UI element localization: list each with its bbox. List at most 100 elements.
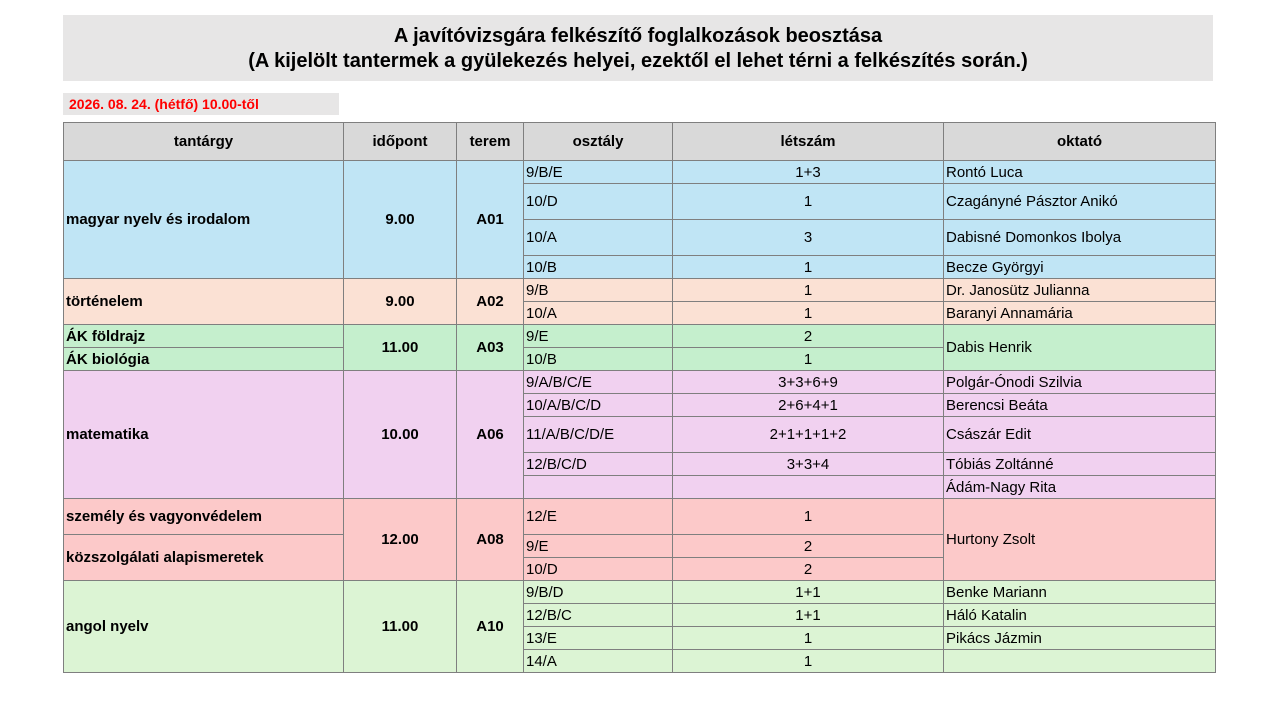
subject-cell: ÁK biológia bbox=[63, 347, 344, 371]
schedule-table: tantárgy időpont terem osztály létszám o… bbox=[63, 122, 1216, 673]
count-cell: 1 bbox=[672, 255, 944, 279]
teacher-cell: Pikács Jázmin bbox=[943, 626, 1216, 650]
count-cell: 1 bbox=[672, 649, 944, 673]
count-cell: 1+1 bbox=[672, 580, 944, 604]
room-cell: A02 bbox=[456, 278, 524, 325]
teacher-cell: Ádám-Nagy Rita bbox=[943, 475, 1216, 499]
table-row: 10/A 1 Baranyi Annamária bbox=[64, 301, 1216, 325]
table-row: 11/A/B/C/D/E 2+1+1+1+2 Császár Edit bbox=[64, 416, 1216, 453]
table-row: 14/A 1 bbox=[64, 649, 1216, 673]
class-cell: 10/A/B/C/D bbox=[523, 393, 673, 417]
count-cell: 2 bbox=[672, 557, 944, 581]
subject-cell: személy és vagyonvédelem bbox=[63, 498, 344, 535]
room-cell: A10 bbox=[456, 580, 524, 673]
header-row: tantárgy időpont terem osztály létszám o… bbox=[63, 122, 1216, 161]
subject-cell: közszolgálati alapismeretek bbox=[63, 534, 344, 581]
class-cell bbox=[523, 475, 673, 499]
table-row: magyar nyelv és irodalom 9.00 A01 9/B/E … bbox=[63, 160, 1216, 279]
count-cell: 1+3 bbox=[672, 160, 944, 184]
class-cell: 13/E bbox=[523, 626, 673, 650]
teacher-cell: Háló Katalin bbox=[943, 603, 1216, 627]
class-cell: 10/B bbox=[523, 347, 673, 371]
time-cell: 9.00 bbox=[343, 278, 457, 325]
subject-cell: ÁK földrajz bbox=[63, 324, 344, 348]
count-cell: 1+1 bbox=[672, 603, 944, 627]
count-cell: 1 bbox=[672, 278, 944, 302]
subject-cell: angol nyelv bbox=[63, 580, 344, 673]
teacher-cell: Dr. Janosütz Julianna bbox=[943, 278, 1216, 302]
count-cell bbox=[672, 475, 944, 499]
teacher-cell: Dabisné Domonkos Ibolya bbox=[943, 219, 1216, 256]
table-row: 12/B/C/D 3+3+4 Tóbiás Zoltánné bbox=[64, 452, 1216, 476]
count-cell: 2 bbox=[672, 324, 944, 348]
teacher-cell: Baranyi Annamária bbox=[943, 301, 1216, 325]
table-row: 10/A/B/C/D 2+6+4+1 Berencsi Beáta bbox=[64, 393, 1216, 417]
count-cell: 3+3+6+9 bbox=[672, 370, 944, 394]
time-cell: 9.00 bbox=[343, 160, 457, 279]
count-cell: 2 bbox=[672, 534, 944, 558]
title-line-2: (A kijelölt tantermek a gyülekezés helye… bbox=[248, 50, 1028, 72]
class-cell: 12/E bbox=[523, 498, 673, 535]
class-cell: 9/E bbox=[523, 324, 673, 348]
count-cell: 1 bbox=[672, 498, 944, 535]
teacher-cell: Becze Györgyi bbox=[943, 255, 1216, 279]
class-cell: 14/A bbox=[523, 649, 673, 673]
document-title: A javítóvizsgára felkészítő foglalkozáso… bbox=[63, 15, 1213, 81]
room-cell: A03 bbox=[456, 324, 524, 371]
table-row: Ádám-Nagy Rita bbox=[64, 475, 1216, 499]
time-cell: 10.00 bbox=[343, 370, 457, 499]
header-count: létszám bbox=[672, 122, 944, 161]
time-cell: 11.00 bbox=[343, 324, 457, 371]
table-row: ÁK földrajz 11.00 A03 9/E 2 Dabis Henrik bbox=[63, 324, 1216, 371]
teacher-cell: Berencsi Beáta bbox=[943, 393, 1216, 417]
class-cell: 10/B bbox=[523, 255, 673, 279]
time-cell: 12.00 bbox=[343, 498, 457, 581]
class-cell: 9/B/E bbox=[523, 160, 673, 184]
teacher-cell: Császár Edit bbox=[943, 416, 1216, 453]
teacher-cell: Rontó Luca bbox=[943, 160, 1216, 184]
class-cell: 12/B/C bbox=[523, 603, 673, 627]
teacher-cell bbox=[943, 649, 1216, 673]
header-time: időpont bbox=[343, 122, 457, 161]
header-class: osztály bbox=[523, 122, 673, 161]
teacher-cell: Hurtony Zsolt bbox=[943, 498, 1216, 581]
teacher-cell: Tóbiás Zoltánné bbox=[943, 452, 1216, 476]
time-cell: 11.00 bbox=[343, 580, 457, 673]
class-cell: 10/A bbox=[523, 301, 673, 325]
class-cell: 10/D bbox=[523, 557, 673, 581]
class-cell: 10/A bbox=[523, 219, 673, 256]
subject-cell: történelem bbox=[63, 278, 344, 325]
subject-cell: matematika bbox=[63, 370, 344, 499]
class-cell: 12/B/C/D bbox=[523, 452, 673, 476]
table-row: 10/B 1 Becze Györgyi bbox=[64, 255, 1216, 279]
count-cell: 1 bbox=[672, 183, 944, 220]
count-cell: 2+1+1+1+2 bbox=[672, 416, 944, 453]
table-row: 13/E 1 Pikács Jázmin bbox=[64, 626, 1216, 650]
title-line-1: A javítóvizsgára felkészítő foglalkozáso… bbox=[393, 25, 883, 47]
table-row: matematika 10.00 A06 9/A/B/C/E 3+3+6+9 P… bbox=[63, 370, 1216, 499]
table-row: 10/A 3 Dabisné Domonkos Ibolya bbox=[64, 219, 1216, 256]
class-cell: 9/E bbox=[523, 534, 673, 558]
count-cell: 2+6+4+1 bbox=[672, 393, 944, 417]
header-room: terem bbox=[456, 122, 524, 161]
class-cell: 9/B/D bbox=[523, 580, 673, 604]
header-teacher: oktató bbox=[943, 122, 1216, 161]
class-cell: 11/A/B/C/D/E bbox=[523, 416, 673, 453]
class-cell: 9/A/B/C/E bbox=[523, 370, 673, 394]
subject-cell: magyar nyelv és irodalom bbox=[63, 160, 344, 279]
class-cell: 10/D bbox=[523, 183, 673, 220]
teacher-cell: Czagányné Pásztor Anikó bbox=[943, 183, 1216, 220]
room-cell: A08 bbox=[456, 498, 524, 581]
count-cell: 3 bbox=[672, 219, 944, 256]
room-cell: A01 bbox=[456, 160, 524, 279]
teacher-cell: Benke Mariann bbox=[943, 580, 1216, 604]
count-cell: 1 bbox=[672, 301, 944, 325]
date-label: 2026. 08. 24. (hétfő) 10.00-től bbox=[63, 93, 339, 115]
count-cell: 1 bbox=[672, 347, 944, 371]
table-row: ÁK biológia 10/B 1 bbox=[63, 347, 1216, 371]
table-row: személy és vagyonvédelem 12.00 A08 12/E … bbox=[63, 498, 1216, 581]
header-subject: tantárgy bbox=[63, 122, 344, 161]
teacher-cell: Polgár-Ónodi Szilvia bbox=[943, 370, 1216, 394]
class-cell: 9/B bbox=[523, 278, 673, 302]
table-row: 10/D 1 Czagányné Pásztor Anikó bbox=[64, 183, 1216, 220]
